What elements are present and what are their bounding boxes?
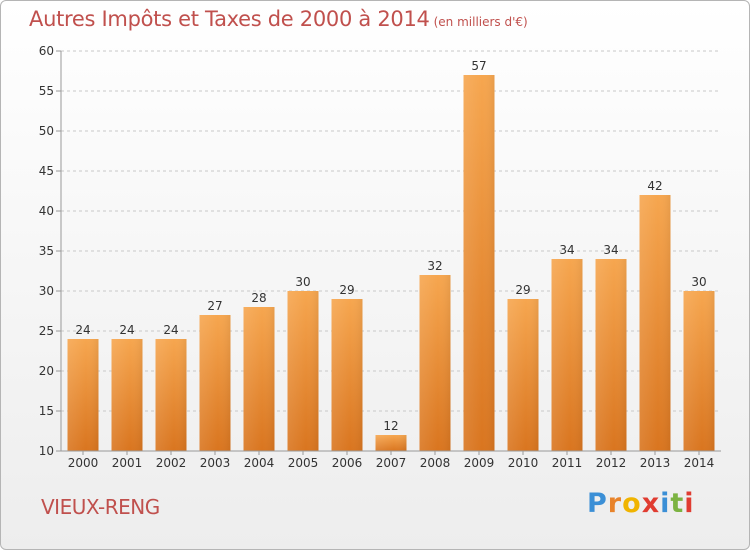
x-tick-label: 2000 (68, 456, 99, 470)
x-tick-label: 2001 (112, 456, 143, 470)
bar-shade (551, 259, 583, 451)
x-tick-label: 2014 (684, 456, 715, 470)
bar-value-label: 29 (339, 283, 354, 297)
y-tick-label: 50 (39, 124, 54, 138)
y-tick-label: 40 (39, 204, 54, 218)
y-tick-label: 10 (39, 444, 54, 458)
bars: 24 24 24 27 28 30 29 12 32 57 29 34 34 42 30 (67, 59, 715, 451)
bar-value-label: 57 (471, 59, 486, 73)
y-tick-label: 55 (39, 84, 54, 98)
logo-letter: r (607, 488, 623, 519)
y-tick-label: 25 (39, 324, 54, 338)
bar-shade (287, 291, 319, 451)
x-tick-label: 2005 (288, 456, 319, 470)
bar-value-label: 24 (75, 323, 90, 337)
x-tick-label: 2010 (508, 456, 539, 470)
bar-value-label: 27 (207, 299, 222, 313)
bar-shade (243, 307, 275, 451)
axes: 10 15 20 25 30 35 40 45 50 55 60 2000 2001 2002 2003 20… (39, 44, 721, 470)
y-tick-label: 45 (39, 164, 54, 178)
logo-letter: i (660, 488, 671, 519)
bar-value-label: 30 (691, 275, 706, 289)
bar-value-label: 30 (295, 275, 310, 289)
x-tick-label: 2011 (552, 456, 583, 470)
x-tick-label: 2003 (200, 456, 231, 470)
x-tick-label: 2013 (640, 456, 671, 470)
proxiti-logo: Proxiti (587, 488, 695, 519)
bar-shade (639, 195, 671, 451)
bar-shade (155, 339, 187, 451)
bar-value-label: 32 (427, 259, 442, 273)
bar-shade (507, 299, 539, 451)
x-tick-label: 2007 (376, 456, 407, 470)
bar-value-label: 42 (647, 179, 662, 193)
x-tick-label: 2009 (464, 456, 495, 470)
bar-value-label: 24 (119, 323, 134, 337)
bar-shade (331, 299, 363, 451)
bar-shade (111, 339, 143, 451)
bar-value-label: 34 (559, 243, 574, 257)
bar-shade (595, 259, 627, 451)
logo-letter: t (670, 488, 685, 519)
bar-value-label: 28 (251, 291, 266, 305)
bar-shade (199, 315, 231, 451)
chart-subtitle: (en milliers d'€) (433, 15, 528, 29)
logo-letter: i (684, 488, 695, 519)
y-tick-label: 30 (39, 284, 54, 298)
commune-name: VIEUX-RENG (41, 495, 160, 519)
bar-value-label: 24 (163, 323, 178, 337)
bar-shade (375, 435, 407, 451)
bar-value-label: 12 (383, 419, 398, 433)
y-tick-label: 35 (39, 244, 54, 258)
x-tick-label: 2004 (244, 456, 275, 470)
logo-letter: x (641, 488, 661, 519)
logo-letter: o (622, 488, 642, 519)
y-tick-label: 60 (39, 44, 54, 58)
x-tick-label: 2002 (156, 456, 187, 470)
bar-shade (463, 75, 495, 451)
bar-value-label: 34 (603, 243, 618, 257)
x-tick-label: 2012 (596, 456, 627, 470)
y-tick-label: 20 (39, 364, 54, 378)
logo-letter: P (587, 488, 608, 519)
bar-shade (419, 275, 451, 451)
chart-title-text: Autres Impôts et Taxes de 2000 à 2014 (29, 7, 430, 31)
bar-shade (67, 339, 99, 451)
chart-title: Autres Impôts et Taxes de 2000 à 2014 (en… (29, 7, 528, 31)
bar-shade (683, 291, 715, 451)
bar-chart: 24 24 24 27 28 30 29 12 32 57 29 34 34 42 30 10 15 20 25 3… (39, 44, 721, 470)
x-tick-label: 2008 (420, 456, 451, 470)
bar-value-label: 29 (515, 283, 530, 297)
y-tick-label: 15 (39, 404, 54, 418)
x-tick-label: 2006 (332, 456, 363, 470)
